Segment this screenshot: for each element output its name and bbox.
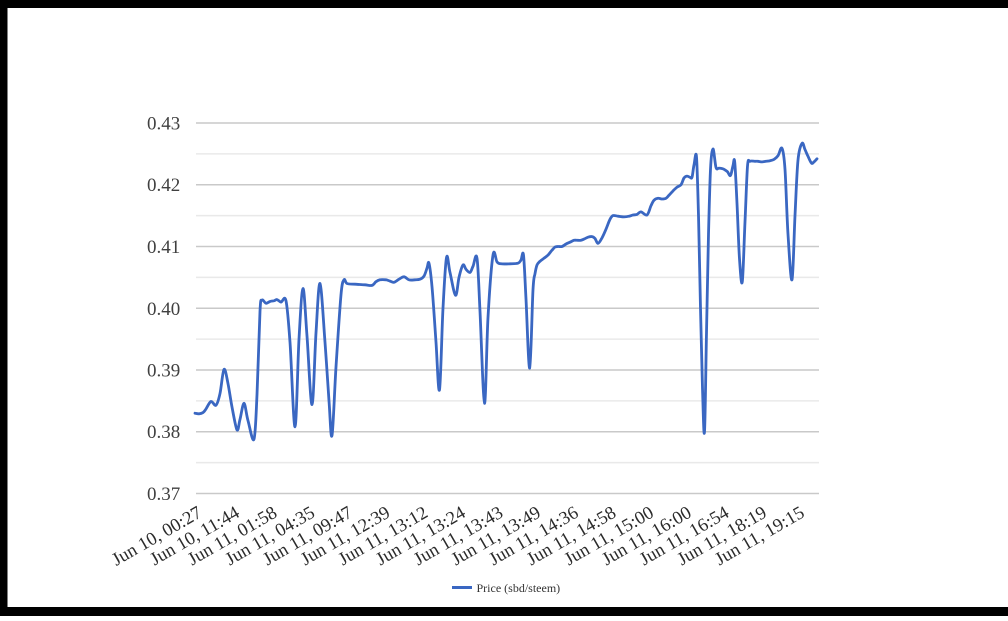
svg-text:0.43: 0.43 <box>147 114 180 135</box>
svg-text:0.39: 0.39 <box>147 361 180 382</box>
svg-text:0.41: 0.41 <box>147 237 180 258</box>
svg-text:Price (sbd/steem): Price (sbd/steem) <box>477 581 561 595</box>
svg-text:0.38: 0.38 <box>147 422 180 443</box>
svg-text:0.40: 0.40 <box>147 299 180 320</box>
svg-text:0.37: 0.37 <box>147 484 180 505</box>
svg-text:0.42: 0.42 <box>147 175 180 196</box>
